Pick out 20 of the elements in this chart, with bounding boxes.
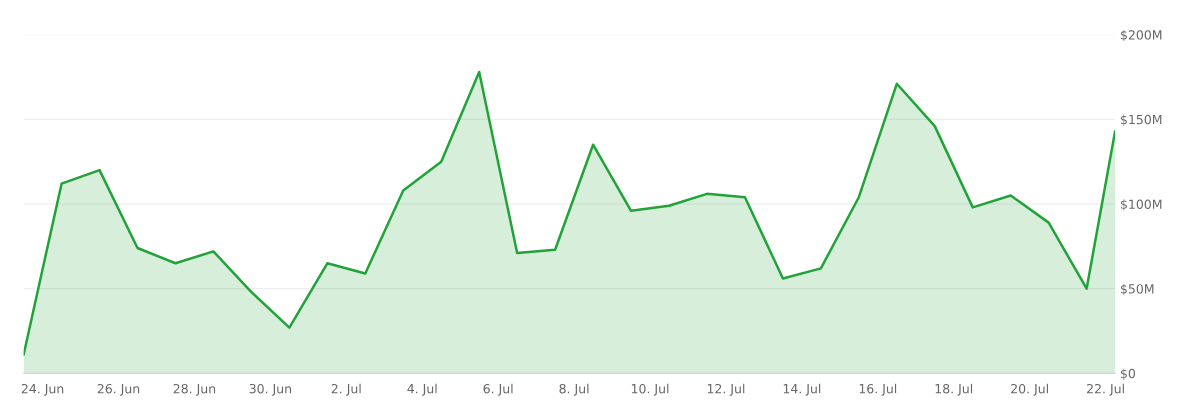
y-tick-label: $150M: [1121, 114, 1162, 126]
x-tick-label: 8. Jul: [559, 383, 589, 396]
x-tick-label: 26. Jun: [97, 383, 140, 396]
y-tick-label: $100M: [1121, 199, 1162, 211]
x-tick-label: 16. Jul: [859, 383, 897, 396]
x-tick-label: 10. Jul: [631, 383, 669, 396]
x-tick-label: 4. Jul: [407, 383, 437, 396]
x-tick-label: 2. Jul: [331, 383, 361, 396]
x-tick-label: 6. Jul: [483, 383, 513, 396]
x-tick-label: 30. Jun: [249, 383, 292, 396]
x-tick-label: 12. Jul: [707, 383, 745, 396]
x-tick-label: 24. Jun: [21, 383, 64, 396]
x-tick-label: 18. Jul: [935, 383, 973, 396]
x-tick-label: 20. Jul: [1011, 383, 1048, 396]
y-tick-label: $0: [1121, 368, 1136, 380]
y-tick-label: $200M: [1121, 29, 1162, 42]
y-tick-label: $50M: [1121, 283, 1154, 296]
x-tick-label: 22. Jul: [1087, 383, 1124, 396]
x-tick-label: 14. Jul: [783, 383, 821, 396]
x-tick-label: 28. Jun: [173, 383, 216, 396]
